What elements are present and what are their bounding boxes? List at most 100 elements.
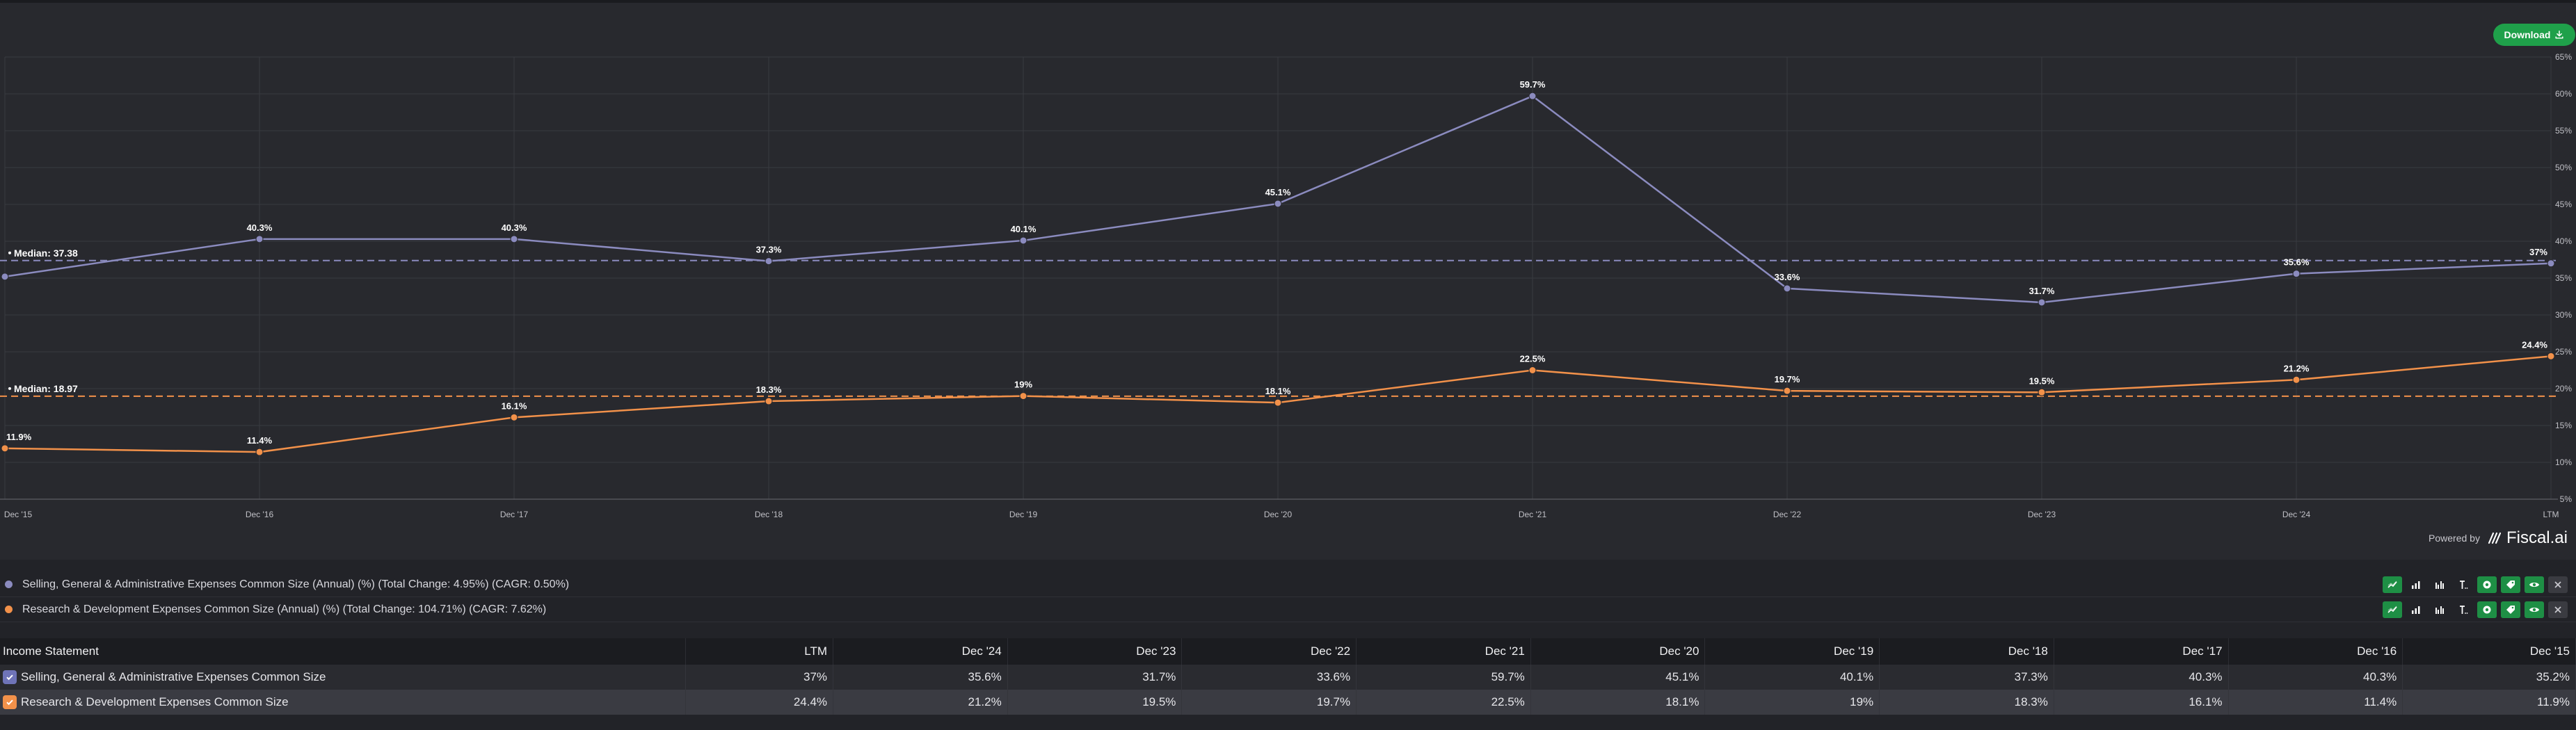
settings-button[interactable]: [2477, 601, 2497, 618]
column-header[interactable]: Dec '20: [1530, 638, 1706, 665]
column-header[interactable]: Dec '16: [2228, 638, 2403, 665]
x-tick-label: Dec '15: [4, 510, 33, 519]
data-label: 19.5%: [2029, 375, 2055, 386]
check-icon: [6, 699, 13, 706]
chart-area: [0, 3, 2576, 560]
close-icon: [2554, 581, 2561, 588]
trend-icon: [2387, 606, 2397, 613]
grouped-bar-button[interactable]: [2430, 576, 2449, 593]
data-point: [2547, 259, 2555, 268]
trend-button[interactable]: [2383, 576, 2402, 593]
top-strip: [0, 0, 2576, 3]
legend-row-sga[interactable]: Selling, General & Administrative Expens…: [0, 572, 2576, 597]
column-header[interactable]: Dec '21: [1356, 638, 1531, 665]
text-size-button[interactable]: [2454, 601, 2473, 618]
row-checkbox[interactable]: [3, 695, 17, 710]
settings-icon: [2483, 606, 2491, 614]
data-label: 21.2%: [2284, 363, 2310, 373]
data-point: [1274, 200, 1282, 208]
text-size-icon: [2460, 606, 2468, 614]
y-tick-label: 10%: [2555, 457, 2572, 467]
download-button[interactable]: Download: [2493, 24, 2575, 46]
tag-button[interactable]: [2501, 576, 2520, 593]
bar-chart-icon: [2412, 606, 2420, 614]
row-label-cell: Research & Development Expenses Common S…: [0, 690, 686, 715]
y-tick-label: 60%: [2555, 89, 2572, 99]
close-icon: [2554, 606, 2561, 613]
table-cell: 37%: [685, 665, 834, 690]
data-label: 33.6%: [1775, 272, 1800, 282]
eye-button[interactable]: [2525, 576, 2544, 593]
y-tick-label: 5%: [2560, 494, 2573, 504]
grouped-bar-button[interactable]: [2430, 601, 2449, 618]
table-cell: 59.7%: [1356, 665, 1531, 690]
data-label: 16.1%: [502, 400, 527, 411]
median-marker: [8, 251, 11, 254]
download-icon: [2555, 31, 2563, 39]
x-tick-label: Dec '21: [1519, 510, 1547, 519]
bar-chart-button[interactable]: [2406, 576, 2426, 593]
data-point: [1019, 392, 1027, 400]
data-point: [1274, 398, 1282, 407]
tag-icon: [2506, 581, 2515, 589]
column-header[interactable]: Dec '18: [1879, 638, 2054, 665]
data-label: 37%: [2529, 247, 2547, 257]
table-cell: 35.2%: [2402, 665, 2576, 690]
table-cell: 18.1%: [1530, 690, 1706, 715]
column-header[interactable]: LTM: [685, 638, 834, 665]
data-label: 24.4%: [2522, 339, 2547, 350]
data-point: [2547, 352, 2555, 360]
table-row: Selling, General & Administrative Expens…: [0, 665, 2576, 690]
legend-marker: [5, 606, 13, 613]
column-header[interactable]: Dec '17: [2054, 638, 2229, 665]
table-cell: 19.5%: [1007, 690, 1183, 715]
table-cell: 40.1%: [1704, 665, 1880, 690]
x-tick-label: Dec '22: [1773, 510, 1802, 519]
eye-button[interactable]: [2525, 601, 2544, 618]
data-point: [255, 235, 264, 243]
row-checkbox[interactable]: [3, 670, 17, 685]
legend-text: Selling, General & Administrative Expens…: [22, 578, 570, 590]
legend-row-rd[interactable]: Research & Development Expenses Common S…: [0, 597, 2576, 622]
x-tick-label: Dec '20: [1264, 510, 1293, 519]
trend-button[interactable]: [2383, 601, 2402, 618]
x-tick-label: Dec '18: [755, 510, 783, 519]
data-label: 19.7%: [1775, 374, 1800, 384]
data-point: [2292, 270, 2301, 278]
data-label: 40.3%: [502, 222, 527, 233]
powered-by-label: Powered by: [2429, 533, 2480, 544]
table-cell: 11.4%: [2228, 690, 2403, 715]
column-header[interactable]: Dec '19: [1704, 638, 1880, 665]
close-button[interactable]: [2548, 576, 2568, 593]
column-header[interactable]: Dec '24: [833, 638, 1008, 665]
column-header[interactable]: Dec '22: [1181, 638, 1357, 665]
brand-logo[interactable]: Fiscal.ai: [2487, 528, 2568, 548]
grouped-bar-icon: [2435, 581, 2444, 589]
data-point: [510, 235, 518, 243]
legend-text: Research & Development Expenses Common S…: [22, 603, 547, 615]
column-header[interactable]: Dec '15: [2402, 638, 2576, 665]
x-tick-label: Dec '17: [500, 510, 529, 519]
line-chart: 5% 10% 15% 20% 25% 30% 35% 40% 45% 50% 55% 60% 65% D…: [0, 52, 2573, 519]
y-tick-label: 65%: [2555, 52, 2572, 62]
grouped-bar-icon: [2435, 606, 2444, 614]
download-label: Download: [2504, 29, 2551, 40]
legend-actions: [2383, 601, 2568, 618]
data-point: [1019, 236, 1027, 245]
settings-button[interactable]: [2477, 576, 2497, 593]
close-button[interactable]: [2548, 601, 2568, 618]
powered-by: Powered by Fiscal.ai: [2429, 528, 2568, 548]
data-point: [2292, 375, 2301, 384]
table-row: Research & Development Expenses Common S…: [0, 690, 2576, 715]
column-header[interactable]: Dec '23: [1007, 638, 1183, 665]
text-size-button[interactable]: [2454, 576, 2473, 593]
table-header-row: Income Statement LTM Dec '24 Dec '23 Dec…: [0, 638, 2576, 665]
bar-chart-button[interactable]: [2406, 601, 2426, 618]
table-cell: 35.6%: [833, 665, 1008, 690]
data-point: [1528, 366, 1537, 374]
column-header: Income Statement: [0, 638, 686, 665]
table-cell: 24.4%: [685, 690, 834, 715]
tag-button[interactable]: [2501, 601, 2520, 618]
data-label: 19%: [1014, 380, 1032, 390]
data-point: [255, 448, 264, 456]
